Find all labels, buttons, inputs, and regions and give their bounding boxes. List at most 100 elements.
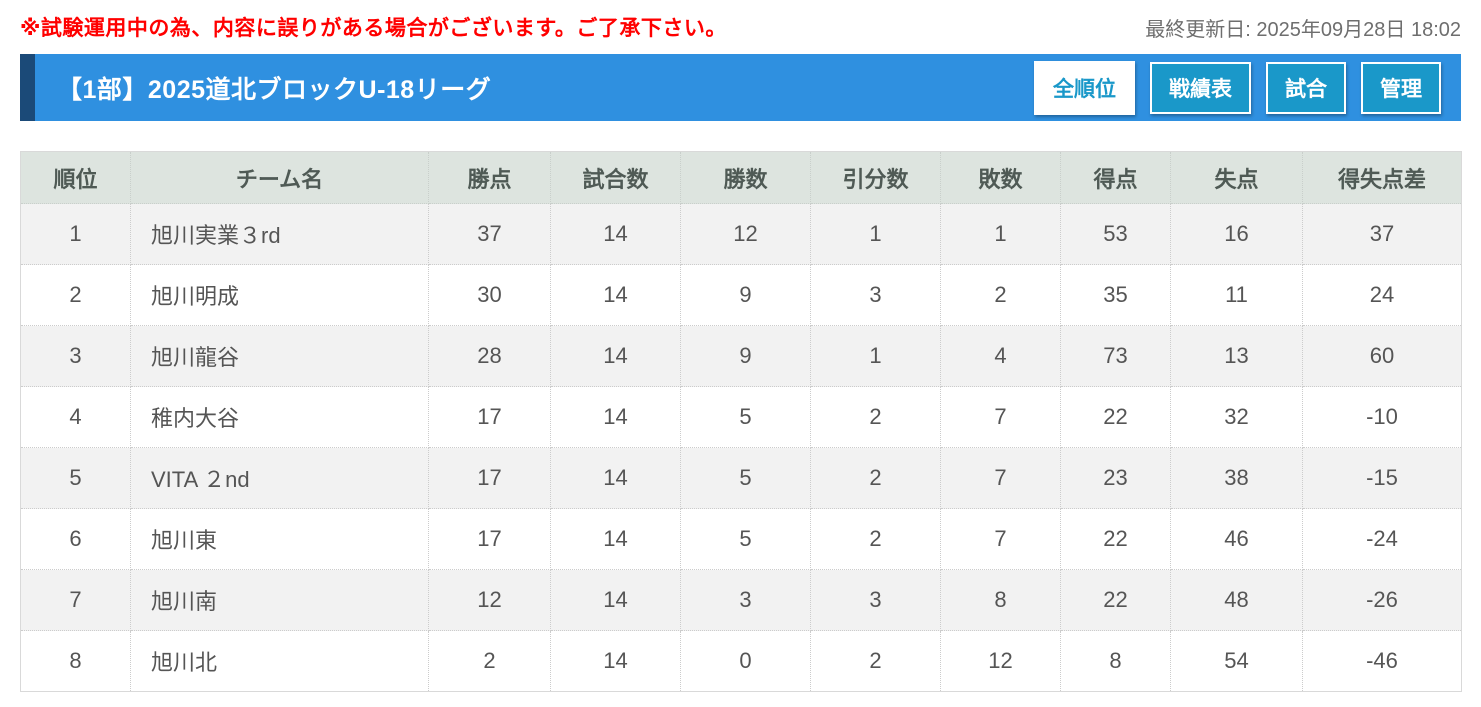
stat-cell: 14 <box>550 569 681 631</box>
stat-cell: 9 <box>680 325 811 387</box>
stat-cell: 3 <box>810 569 941 631</box>
tab-all-standings[interactable]: 全順位 <box>1034 60 1135 115</box>
stat-cell: 0 <box>680 630 811 692</box>
stat-cell: 37 <box>1302 203 1462 265</box>
stat-cell: 2 <box>940 264 1061 326</box>
table-row: 2 旭川明成 30 14 9 3 2 35 11 24 <box>20 264 1462 326</box>
stat-cell: 2 <box>428 630 551 692</box>
stat-cell: 53 <box>1060 203 1171 265</box>
stat-cell: 23 <box>1060 447 1171 509</box>
team-name-cell: 稚内大谷 <box>130 386 429 448</box>
standings-table: 順位 チーム名 勝点 試合数 勝数 引分数 敗数 得点 失点 得失点差 1 旭川実… <box>20 151 1462 692</box>
stat-cell: -46 <box>1302 630 1462 692</box>
rank-cell: 4 <box>20 386 131 448</box>
tab-matches[interactable]: 試合 <box>1266 61 1346 114</box>
stat-cell: 1 <box>940 203 1061 265</box>
trial-operation-notice: ※試験運用中の為、内容に誤りがある場合がございます。ご了承下さい。 <box>20 17 727 40</box>
league-title: 【1部】2025道北ブロックU-18リーグ <box>57 75 492 104</box>
stat-cell: 73 <box>1060 325 1171 387</box>
standings-body: 1 旭川実業３rd 37 14 12 1 1 53 16 37 2 旭川明成 30 14 9 3 2 35 11 24… <box>20 203 1462 692</box>
stat-cell: 14 <box>550 630 681 692</box>
rank-cell: 2 <box>20 264 131 326</box>
stat-cell: 7 <box>940 508 1061 570</box>
stat-cell: 14 <box>550 508 681 570</box>
stat-cell: 17 <box>428 508 551 570</box>
tab-results-grid[interactable]: 戦績表 <box>1150 61 1251 114</box>
tab-admin[interactable]: 管理 <box>1361 61 1441 114</box>
team-name-cell: 旭川明成 <box>130 264 429 326</box>
stat-cell: 14 <box>550 325 681 387</box>
stat-cell: 46 <box>1170 508 1303 570</box>
stat-cell: 32 <box>1170 386 1303 448</box>
stat-cell: 1 <box>810 203 941 265</box>
table-row: 3 旭川龍谷 28 14 9 1 4 73 13 60 <box>20 325 1462 387</box>
col-header-team: チーム名 <box>130 151 429 204</box>
stat-cell: 17 <box>428 386 551 448</box>
rank-cell: 5 <box>20 447 131 509</box>
stat-cell: 8 <box>940 569 1061 631</box>
stat-cell: 14 <box>550 386 681 448</box>
stat-cell: 3 <box>680 569 811 631</box>
stat-cell: 37 <box>428 203 551 265</box>
stat-cell: 7 <box>940 386 1061 448</box>
table-row: 5 VITA ２nd 17 14 5 2 7 23 38 -15 <box>20 447 1462 509</box>
stat-cell: 30 <box>428 264 551 326</box>
team-name-cell: 旭川北 <box>130 630 429 692</box>
team-name-cell: 旭川龍谷 <box>130 325 429 387</box>
stat-cell: 60 <box>1302 325 1462 387</box>
stat-cell: 28 <box>428 325 551 387</box>
col-header-draws: 引分数 <box>810 151 941 204</box>
stat-cell: 5 <box>680 447 811 509</box>
stat-cell: 4 <box>940 325 1061 387</box>
stat-cell: 14 <box>550 447 681 509</box>
stat-cell: 12 <box>940 630 1061 692</box>
col-header-goal-difference: 得失点差 <box>1302 151 1462 204</box>
stat-cell: 17 <box>428 447 551 509</box>
stat-cell: 12 <box>428 569 551 631</box>
col-header-wins: 勝数 <box>680 151 811 204</box>
stat-cell: 2 <box>810 508 941 570</box>
rank-cell: 6 <box>20 508 131 570</box>
col-header-rank: 順位 <box>20 151 131 204</box>
stat-cell: 35 <box>1060 264 1171 326</box>
stat-cell: 22 <box>1060 386 1171 448</box>
table-header-row: 順位 チーム名 勝点 試合数 勝数 引分数 敗数 得点 失点 得失点差 <box>20 151 1462 204</box>
rank-cell: 3 <box>20 325 131 387</box>
stat-cell: 22 <box>1060 508 1171 570</box>
team-name-cell: 旭川実業３rd <box>130 203 429 265</box>
team-name-cell: VITA ２nd <box>130 447 429 509</box>
stat-cell: 5 <box>680 386 811 448</box>
stat-cell: 24 <box>1302 264 1462 326</box>
stat-cell: -24 <box>1302 508 1462 570</box>
stat-cell: 54 <box>1170 630 1303 692</box>
last-updated-timestamp: 最終更新日: 2025年09月28日 18:02 <box>1145 18 1461 41</box>
col-header-played: 試合数 <box>550 151 681 204</box>
table-row: 1 旭川実業３rd 37 14 12 1 1 53 16 37 <box>20 203 1462 265</box>
stat-cell: 48 <box>1170 569 1303 631</box>
table-row: 6 旭川東 17 14 5 2 7 22 46 -24 <box>20 508 1462 570</box>
col-header-goals-for: 得点 <box>1060 151 1171 204</box>
top-bar: ※試験運用中の為、内容に誤りがある場合がございます。ご了承下さい。 最終更新日:… <box>0 0 1481 50</box>
stat-cell: 11 <box>1170 264 1303 326</box>
nav-buttons: 全順位 戦績表 試合 管理 <box>1034 60 1441 115</box>
table-row: 4 稚内大谷 17 14 5 2 7 22 32 -10 <box>20 386 1462 448</box>
stat-cell: 9 <box>680 264 811 326</box>
stat-cell: 22 <box>1060 569 1171 631</box>
rank-cell: 1 <box>20 203 131 265</box>
stat-cell: 2 <box>810 386 941 448</box>
stat-cell: 2 <box>810 447 941 509</box>
stat-cell: 7 <box>940 447 1061 509</box>
stat-cell: 2 <box>810 630 941 692</box>
stat-cell: -10 <box>1302 386 1462 448</box>
col-header-goals-against: 失点 <box>1170 151 1303 204</box>
col-header-losses: 敗数 <box>940 151 1061 204</box>
league-header-bar: 【1部】2025道北ブロックU-18リーグ 全順位 戦績表 試合 管理 <box>20 54 1461 121</box>
stat-cell: 38 <box>1170 447 1303 509</box>
stat-cell: 14 <box>550 264 681 326</box>
stat-cell: 12 <box>680 203 811 265</box>
team-name-cell: 旭川南 <box>130 569 429 631</box>
stat-cell: 1 <box>810 325 941 387</box>
rank-cell: 7 <box>20 569 131 631</box>
stat-cell: -26 <box>1302 569 1462 631</box>
stat-cell: 16 <box>1170 203 1303 265</box>
